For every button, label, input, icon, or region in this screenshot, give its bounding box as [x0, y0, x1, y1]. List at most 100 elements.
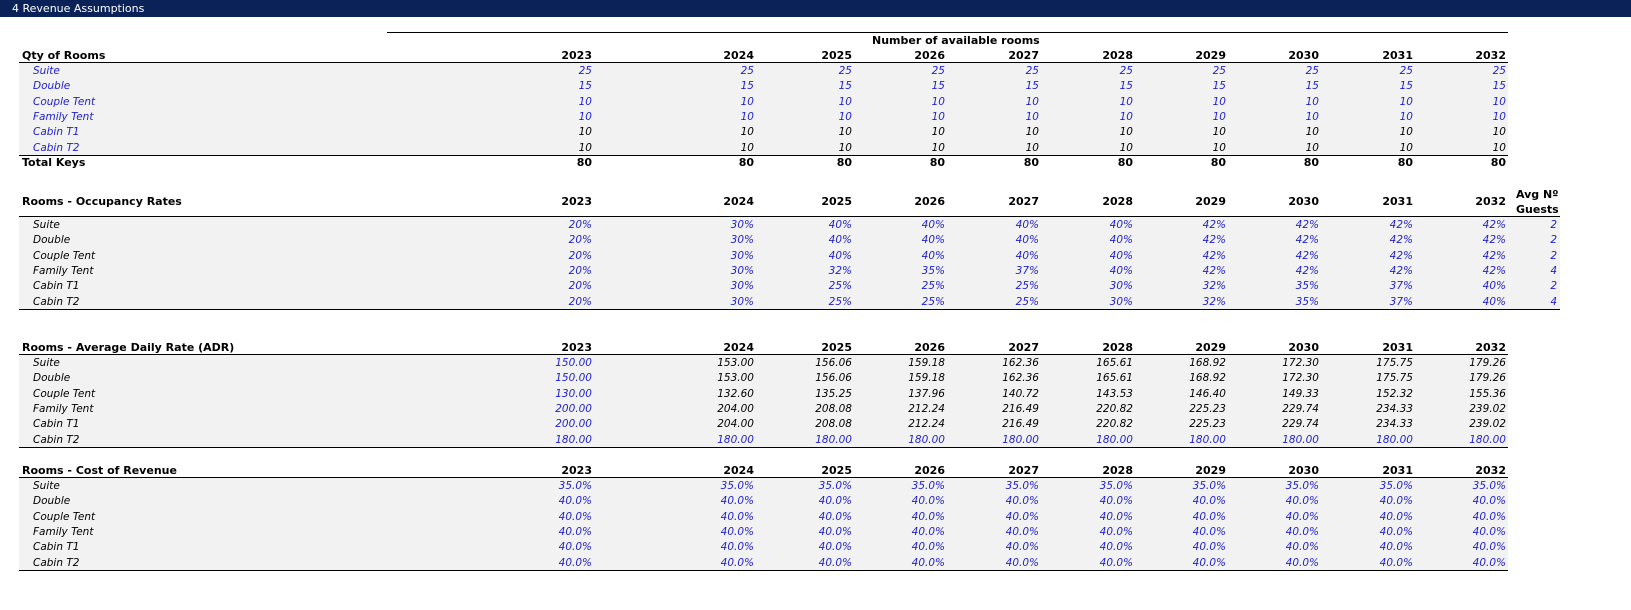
cost-cell: 40.0%	[720, 510, 754, 523]
occupancy-guests-header: Avg Nº	[1516, 188, 1559, 201]
occupancy-cell: 40%	[1482, 280, 1506, 293]
occupancy-cell: 20%	[568, 264, 592, 277]
qty-cell: 25	[1492, 65, 1506, 77]
occupancy-cell: 42%	[1482, 249, 1506, 262]
adr-cell: 208.08	[815, 402, 852, 415]
qty-total-cell: 80	[1303, 156, 1319, 169]
adr-year-header: 2031	[1382, 341, 1413, 354]
adr-cell: 140.72	[1002, 387, 1039, 400]
adr-row-label: Couple Tent	[33, 387, 96, 400]
adr-cell: 204.00	[717, 418, 754, 431]
adr-cell: 200.00	[555, 402, 592, 415]
cost-year-header: 2029	[1195, 464, 1226, 477]
occupancy-cell: 30%	[730, 264, 754, 277]
qty-cell: 10	[931, 141, 945, 154]
occupancy-row-band	[19, 217, 1560, 309]
occupancy-year-header: 2031	[1382, 195, 1413, 208]
cost-cell: 40.0%	[1192, 525, 1226, 538]
adr-cell: 149.33	[1282, 387, 1319, 400]
adr-year-header: 2023	[561, 341, 592, 354]
cost-year-header: 2031	[1382, 464, 1413, 477]
adr-cell: 153.00	[717, 357, 754, 369]
cost-cell: 40.0%	[1379, 525, 1413, 538]
qty-cell: 10	[1492, 110, 1506, 123]
cost-cell: 40.0%	[818, 495, 852, 508]
qty-cell: 10	[740, 95, 754, 108]
occupancy-guests-header: Guests	[1516, 203, 1559, 216]
adr-cell: 180.00	[1282, 433, 1319, 446]
adr-cell: 234.33	[1376, 418, 1413, 431]
occupancy-cell: 32%	[828, 264, 852, 277]
adr-cell: 175.75	[1376, 357, 1413, 369]
cost-row-label: Cabin T1	[33, 541, 80, 554]
occupancy-cell: 42%	[1202, 249, 1226, 262]
adr-row-label: Suite	[33, 357, 60, 369]
adr-cell: 180.00	[555, 433, 592, 446]
cost-cell: 40.0%	[720, 556, 754, 569]
occupancy-cell: 30%	[730, 234, 754, 247]
occupancy-cell: 40%	[1015, 219, 1039, 231]
cost-cell: 40.0%	[1472, 510, 1506, 523]
adr-cell: 165.61	[1096, 357, 1133, 369]
cost-cell: 40.0%	[1472, 495, 1506, 508]
adr-cell: 146.40	[1189, 387, 1226, 400]
occupancy-row-label: Couple Tent	[33, 249, 96, 262]
adr-cell: 180.00	[717, 433, 754, 446]
occupancy-guests-cell: 2	[1550, 234, 1557, 247]
occupancy-cell: 37%	[1389, 280, 1413, 293]
cost-cell: 40.0%	[1005, 510, 1039, 523]
qty-cell: 10	[578, 141, 592, 154]
adr-cell: 175.75	[1376, 372, 1413, 385]
qty-year-header: 2029	[1195, 49, 1226, 62]
occupancy-cell: 40%	[1482, 295, 1506, 308]
qty-cell: 25	[1119, 65, 1133, 77]
qty-cell: 10	[1119, 110, 1133, 123]
qty-header-rule	[19, 62, 1508, 63]
adr-cell: 130.00	[555, 387, 592, 400]
occupancy-cell: 40%	[828, 219, 852, 231]
adr-row-label: Family Tent	[33, 402, 94, 415]
qty-section-title: Qty of Rooms	[22, 49, 106, 62]
qty-cell: 25	[931, 65, 945, 77]
adr-cell: 220.82	[1096, 402, 1133, 415]
qty-cell: 10	[578, 110, 592, 123]
qty-total-cell: 80	[836, 156, 852, 169]
occupancy-guests-cell: 2	[1550, 219, 1557, 231]
occupancy-cell: 25%	[921, 280, 945, 293]
qty-row-label: Suite	[33, 65, 60, 77]
qty-row-label: Cabin T1	[33, 126, 80, 139]
cost-row-band	[19, 478, 1508, 570]
cost-cell: 40.0%	[558, 541, 592, 554]
occupancy-cell: 40%	[921, 249, 945, 262]
occupancy-bottom-rule	[19, 308, 1560, 310]
qty-total-cell: 80	[929, 156, 945, 169]
qty-cell: 15	[1492, 80, 1506, 93]
occupancy-cell: 40%	[921, 219, 945, 231]
qty-cell: 25	[1399, 65, 1413, 77]
qty-cell: 15	[578, 80, 592, 93]
qty-row-label: Cabin T2	[33, 141, 80, 154]
adr-cell: 150.00	[555, 357, 592, 369]
qty-cell: 10	[1212, 110, 1226, 123]
qty-cell: 10	[838, 110, 852, 123]
qty-cell: 15	[740, 80, 754, 93]
occupancy-cell: 40%	[921, 234, 945, 247]
qty-cell: 10	[1119, 126, 1133, 139]
cost-cell: 40.0%	[1472, 541, 1506, 554]
cost-section-title: Rooms - Cost of Revenue	[22, 464, 177, 477]
occupancy-cell: 42%	[1295, 234, 1319, 247]
occupancy-cell: 42%	[1482, 234, 1506, 247]
occupancy-cell: 42%	[1389, 219, 1413, 231]
cost-cell: 35.0%	[1192, 480, 1226, 492]
adr-cell: 159.18	[908, 357, 945, 369]
occupancy-year-header: 2025	[821, 195, 852, 208]
occupancy-cell: 40%	[1109, 219, 1133, 231]
occupancy-cell: 30%	[1109, 280, 1133, 293]
occupancy-cell: 35%	[921, 264, 945, 277]
qty-cell: 10	[1399, 95, 1413, 108]
qty-year-header: 2031	[1382, 49, 1413, 62]
occupancy-cell: 42%	[1295, 249, 1319, 262]
occupancy-year-header: 2030	[1288, 195, 1319, 208]
cost-cell: 40.0%	[1099, 510, 1133, 523]
cost-cell: 40.0%	[1379, 556, 1413, 569]
